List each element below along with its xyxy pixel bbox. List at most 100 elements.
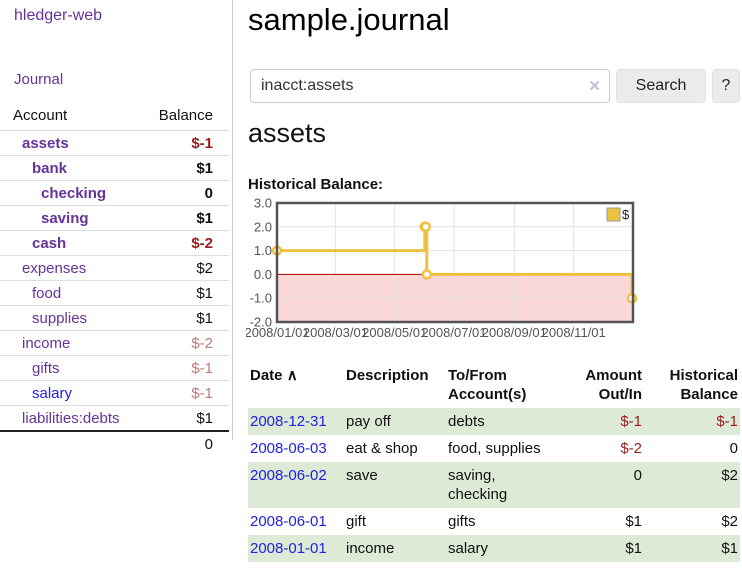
sort-ascending-icon: ∧ bbox=[286, 367, 298, 384]
account-balance: $2 bbox=[135, 255, 229, 281]
account-heading: assets bbox=[248, 118, 327, 148]
account-link[interactable]: liabilities:debts bbox=[22, 409, 120, 427]
transaction-balance: 0 bbox=[729, 440, 738, 457]
account-balance: $1 bbox=[135, 405, 229, 431]
transaction-date-link[interactable]: 2008-06-02 bbox=[250, 467, 327, 484]
data-point bbox=[420, 221, 432, 233]
account-balance: $1 bbox=[135, 205, 229, 231]
transaction-description: save bbox=[344, 462, 446, 508]
transaction-amount: $-2 bbox=[620, 440, 642, 457]
account-link[interactable]: salary bbox=[32, 384, 73, 402]
register-table: Date ∧ Description To/From Account(s) Am… bbox=[248, 364, 740, 562]
account-link[interactable]: assets bbox=[22, 134, 69, 152]
accounts-total-balance: 0 bbox=[135, 430, 229, 456]
account-row: liabilities:debts $1 bbox=[0, 405, 229, 431]
account-balance: $-1 bbox=[135, 355, 229, 381]
accounts-col-header-account: Account bbox=[13, 107, 68, 124]
search-input[interactable] bbox=[250, 69, 610, 103]
transaction-amount: 0 bbox=[558, 462, 644, 508]
account-link[interactable]: food bbox=[32, 284, 62, 302]
svg-text:-2.0: -2.0 bbox=[250, 315, 272, 330]
search-row: ✕ Search ? bbox=[246, 69, 742, 103]
transaction-balance: $-1 bbox=[644, 408, 740, 435]
data-point bbox=[421, 269, 433, 280]
register-header-row: Date ∧ Description To/From Account(s) Am… bbox=[248, 364, 740, 408]
accounts-table: Account Balance assets $-1 bank $1 check… bbox=[0, 103, 229, 456]
transaction-balance: $2 bbox=[644, 462, 740, 508]
transaction-row: 2008-01-01 income salary $1 $1 bbox=[248, 535, 740, 562]
account-link[interactable]: checking bbox=[41, 184, 107, 202]
svg-text:2008/07/01: 2008/07/01 bbox=[421, 325, 486, 340]
account-balance: $-2 bbox=[135, 330, 229, 356]
sidebar: hledger-web Journal Account Balance asse… bbox=[0, 0, 233, 456]
transaction-row: 2008-12-31 pay off debts $-1 $-1 bbox=[248, 408, 740, 435]
account-balance: $-2 bbox=[135, 230, 229, 256]
transaction-accounts: saving, checking bbox=[446, 462, 558, 508]
transaction-description: pay off bbox=[344, 408, 446, 435]
search-button[interactable]: Search bbox=[616, 69, 706, 103]
account-balance: $1 bbox=[135, 280, 229, 306]
help-button[interactable]: ? bbox=[712, 69, 740, 103]
svg-text:2008/05/01: 2008/05/01 bbox=[362, 325, 427, 340]
svg-text:3.0: 3.0 bbox=[254, 196, 272, 211]
svg-text:-1.0: -1.0 bbox=[250, 291, 272, 306]
col-header-date[interactable]: Date ∧ bbox=[250, 367, 298, 384]
transaction-amount: $1 bbox=[558, 535, 644, 562]
app-brand-link[interactable]: hledger-web bbox=[14, 7, 103, 24]
svg-text:2008/11/01: 2008/11/01 bbox=[542, 325, 606, 340]
account-row: gifts $-1 bbox=[0, 355, 229, 381]
account-link[interactable]: bank bbox=[32, 159, 68, 177]
transaction-row: 2008-06-02 save saving, checking 0 $2 bbox=[248, 462, 740, 508]
search-field-wrap: ✕ bbox=[250, 69, 610, 103]
transaction-description: eat & shop bbox=[346, 440, 418, 457]
account-balance: $-1 bbox=[135, 380, 229, 406]
account-balance: $-1 bbox=[135, 130, 229, 156]
transaction-balance: $2 bbox=[721, 513, 738, 530]
transaction-accounts: salary bbox=[446, 535, 558, 562]
transaction-description: gift bbox=[346, 513, 367, 530]
col-header-balance: Historical Balance bbox=[669, 367, 738, 403]
transaction-amount: $1 bbox=[625, 513, 642, 530]
transaction-description: income bbox=[344, 535, 446, 562]
transaction-accounts: gifts bbox=[448, 513, 476, 530]
transaction-date-link[interactable]: 2008-06-03 bbox=[250, 440, 327, 457]
transaction-date-link[interactable]: 2008-12-31 bbox=[250, 413, 327, 430]
svg-text:0.0: 0.0 bbox=[254, 267, 272, 282]
chart-label: Historical Balance: bbox=[248, 176, 384, 193]
account-link[interactable]: expenses bbox=[22, 259, 87, 277]
account-row: checking 0 bbox=[0, 180, 229, 206]
clear-search-icon[interactable]: ✕ bbox=[588, 78, 601, 95]
transaction-date-link[interactable]: 2008-06-01 bbox=[250, 513, 327, 530]
transaction-amount: $-1 bbox=[558, 408, 644, 435]
svg-text:1.0: 1.0 bbox=[254, 243, 272, 258]
svg-text:2008/01/01: 2008/01/01 bbox=[246, 325, 310, 340]
transaction-accounts: food, supplies bbox=[448, 440, 541, 457]
account-row: saving $1 bbox=[0, 205, 229, 231]
transaction-date-link[interactable]: 2008-01-01 bbox=[250, 540, 327, 557]
account-link[interactable]: income bbox=[22, 334, 71, 352]
historical-balance-chart: $3.0 2.0 1.0 0.0 -1.0 -2.02008/01/012008/03/0… bbox=[246, 196, 638, 340]
svg-text:2008/09/01: 2008/09/01 bbox=[482, 325, 547, 340]
main-content: sample.journal ✕ Search ? assets Histori… bbox=[246, 0, 742, 582]
account-link[interactable]: supplies bbox=[32, 309, 88, 327]
svg-text:2.0: 2.0 bbox=[254, 219, 272, 234]
col-header-accounts: To/From Account(s) bbox=[448, 367, 527, 403]
account-link[interactable]: saving bbox=[41, 209, 89, 227]
account-balance: $1 bbox=[135, 305, 229, 331]
account-row: bank $1 bbox=[0, 155, 229, 181]
account-link[interactable]: gifts bbox=[32, 359, 60, 377]
sidebar-item-journal[interactable]: Journal bbox=[14, 71, 64, 88]
col-header-amount: Amount Out/In bbox=[585, 367, 642, 403]
account-row: salary $-1 bbox=[0, 380, 229, 406]
transaction-row: 2008-06-01 gift gifts $1 $2 bbox=[248, 508, 740, 535]
account-row: expenses $2 bbox=[0, 255, 229, 281]
account-balance: 0 bbox=[135, 180, 229, 206]
col-header-description: Description bbox=[346, 367, 429, 384]
account-row: income $-2 bbox=[0, 330, 229, 356]
account-link[interactable]: cash bbox=[32, 234, 67, 252]
account-row: food $1 bbox=[0, 280, 229, 306]
page-title: sample.journal bbox=[248, 2, 450, 37]
accounts-total-row: 0 bbox=[0, 430, 229, 456]
legend-label: $ bbox=[622, 207, 630, 222]
account-balance: $1 bbox=[135, 155, 229, 181]
